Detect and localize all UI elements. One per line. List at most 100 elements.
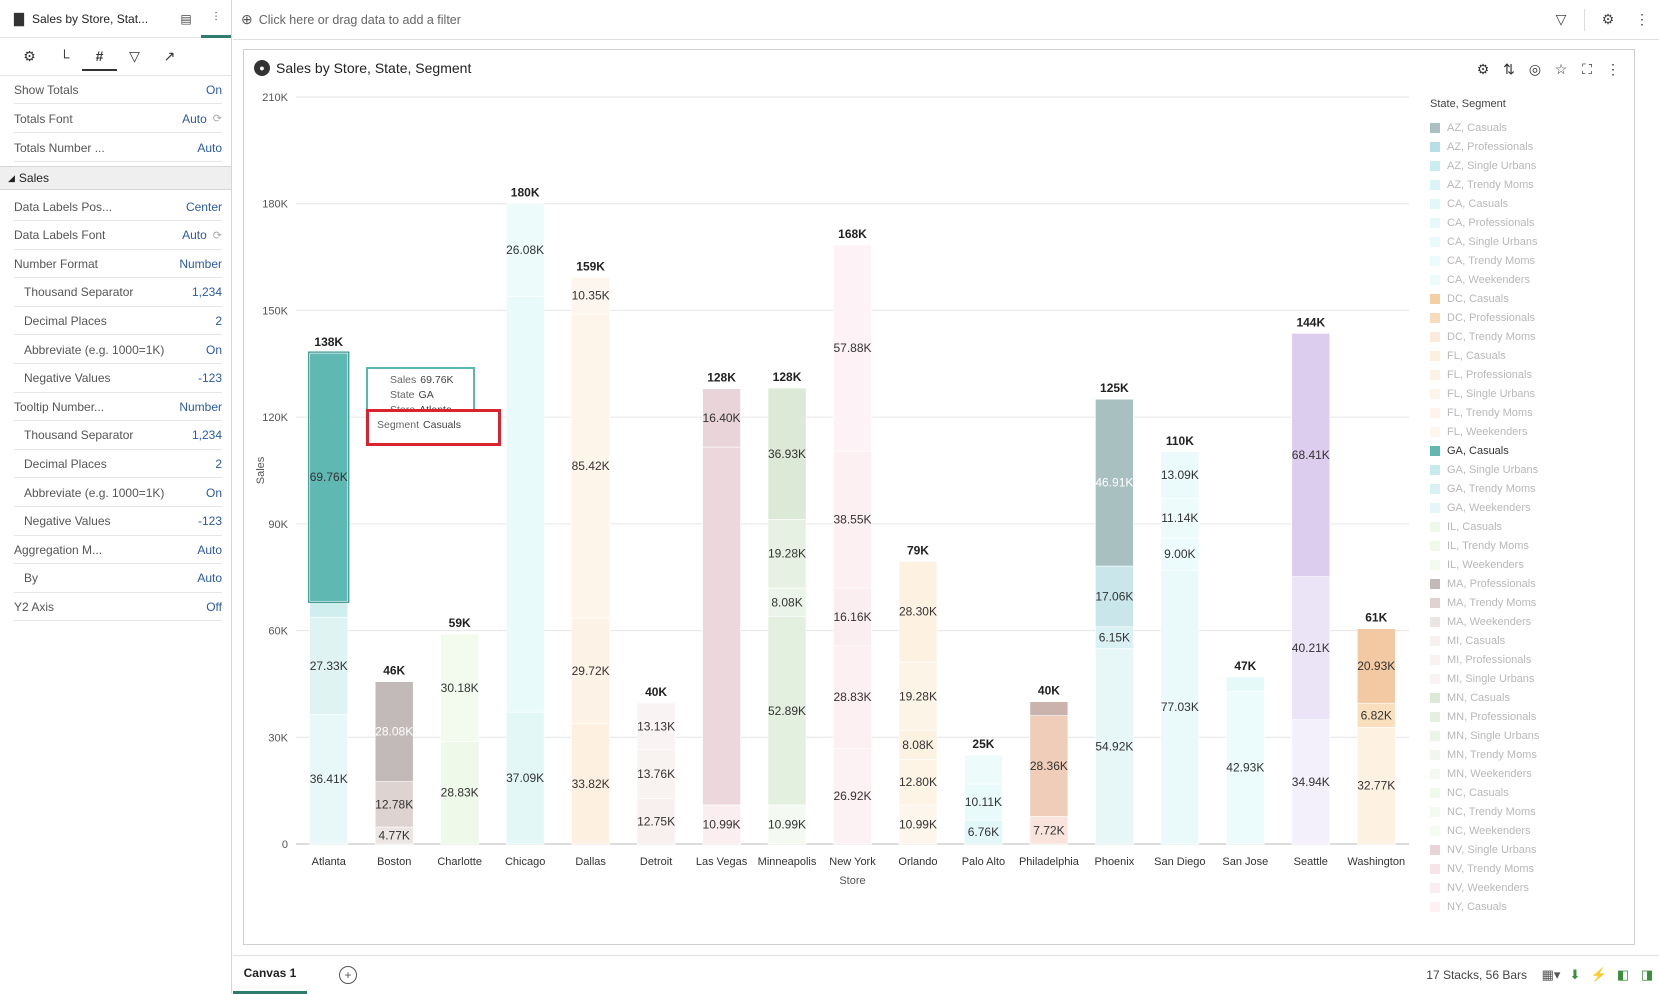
legend-item[interactable]: MI, Casuals [1430, 631, 1630, 650]
legend-item[interactable]: CA, Casuals [1430, 194, 1630, 213]
bar-segment[interactable] [571, 723, 610, 845]
legend-item[interactable]: GA, Weekenders [1430, 498, 1630, 517]
bar-segment[interactable] [374, 781, 414, 828]
bar-segment[interactable] [1356, 628, 1396, 704]
legend-item[interactable]: MA, Trendy Moms [1430, 593, 1630, 612]
bar-segment[interactable] [1160, 569, 1200, 845]
property-row[interactable]: Totals Font Auto ⟳ [14, 105, 222, 133]
property-row[interactable]: Data Labels Font Auto ⟳ [14, 222, 222, 250]
bar-segment[interactable] [1095, 565, 1134, 628]
property-row[interactable]: Tooltip Number... Number [14, 393, 222, 422]
legend-item[interactable]: FL, Professionals [1430, 365, 1630, 384]
property-row[interactable]: Abbreviate (e.g. 1000=1K) On [14, 479, 222, 507]
bar-segment[interactable] [833, 587, 872, 646]
legend-item[interactable]: MN, Casuals [1430, 688, 1630, 707]
property-row[interactable]: Abbreviate (e.g. 1000=1K) On [14, 336, 222, 364]
property-value[interactable]: On [205, 82, 222, 97]
legend-item[interactable]: NC, Weekenders [1430, 821, 1630, 840]
property-value[interactable]: Auto [182, 228, 207, 243]
bar-segment[interactable] [440, 741, 479, 845]
maximize-icon[interactable]: ⛶ [1582, 60, 1592, 77]
lightning-icon[interactable]: ⚡ [1590, 966, 1608, 982]
legend-item[interactable]: MI, Single Urbans [1430, 669, 1630, 688]
legend-item[interactable]: NC, Casuals [1430, 783, 1630, 802]
legend-item[interactable]: NV, Single Urbans [1430, 840, 1630, 859]
property-row[interactable]: Totals Number ... Auto [14, 134, 222, 162]
grid-view-icon[interactable]: ▦▾ [1541, 966, 1561, 982]
bar-segment[interactable] [1160, 498, 1200, 539]
add-canvas-icon[interactable]: + [339, 965, 357, 984]
tab-values[interactable]: # [82, 43, 117, 71]
property-row[interactable]: Negative Values -123 [14, 365, 222, 393]
pin-icon[interactable]: ⬇ [1569, 966, 1581, 982]
property-row[interactable]: Show Totals On [14, 76, 222, 104]
legend-item[interactable]: DC, Professionals [1430, 308, 1630, 327]
property-value[interactable]: 2 [215, 456, 222, 471]
legend-item[interactable]: FL, Single Urbans [1430, 384, 1630, 403]
bar-segment[interactable] [702, 446, 741, 806]
property-row[interactable]: Data Labels Pos... Center [14, 193, 222, 221]
properties-panel-icon[interactable]: ⫶ [201, 0, 231, 38]
legend-item[interactable]: AZ, Professionals [1430, 137, 1630, 156]
property-value[interactable]: On [205, 342, 222, 357]
legend-item[interactable]: FL, Casuals [1430, 346, 1630, 365]
panel-left-icon[interactable]: ◧ [1616, 966, 1630, 982]
bar-segment[interactable] [309, 616, 349, 715]
property-row[interactable]: Thousand Separator 1,234 [14, 279, 222, 307]
bar-segment[interactable] [571, 313, 610, 619]
bar-segment[interactable] [702, 804, 741, 845]
bar-segment[interactable] [309, 600, 349, 618]
property-value[interactable]: 1,234 [191, 428, 222, 443]
legend-item[interactable]: IL, Casuals [1430, 517, 1630, 536]
legend-item[interactable]: MN, Single Urbans [1430, 726, 1630, 745]
legend-item[interactable]: AZ, Trendy Moms [1430, 175, 1630, 194]
legend-item[interactable]: AZ, Single Urbans [1430, 156, 1630, 175]
legend-item[interactable]: GA, Trendy Moms [1430, 479, 1630, 498]
more-menu-icon[interactable]: ⋮ [1606, 60, 1620, 77]
property-value[interactable]: 1,234 [191, 285, 222, 300]
bar-segment[interactable] [1226, 690, 1265, 845]
explain-icon[interactable]: ☆ [1554, 60, 1568, 77]
bar-segment[interactable] [767, 387, 807, 520]
legend-item[interactable]: NV, Weekenders [1430, 878, 1630, 897]
section-header-sales[interactable]: ◢ Sales [0, 166, 231, 190]
bar-segment[interactable] [767, 587, 807, 618]
legend-item[interactable]: NC, Trendy Moms [1430, 802, 1630, 821]
sort-icon[interactable]: ⇅ [1503, 60, 1515, 77]
reset-icon[interactable]: ⟳ [212, 113, 222, 125]
legend-item[interactable]: MI, Professionals [1430, 650, 1630, 669]
property-row[interactable]: Decimal Places 2 [14, 450, 222, 479]
property-value[interactable]: Auto [197, 542, 222, 557]
legend-item[interactable]: MN, Professionals [1430, 707, 1630, 726]
property-value[interactable]: -123 [197, 514, 222, 529]
more-menu-icon[interactable]: ⋮ [1635, 11, 1649, 27]
legend-item[interactable]: MN, Weekenders [1430, 764, 1630, 783]
bar-segment[interactable] [505, 711, 545, 845]
bar-segment[interactable] [440, 633, 479, 742]
filter-icon[interactable]: ▽ [1555, 11, 1567, 27]
bar-segment[interactable] [309, 352, 349, 602]
property-value[interactable]: Off [206, 599, 222, 614]
bar-segment[interactable] [1029, 701, 1069, 716]
property-value[interactable]: Number [179, 256, 222, 271]
property-row[interactable]: By Auto [14, 565, 222, 593]
bar-segment[interactable] [1029, 816, 1069, 845]
bar-segment[interactable] [898, 730, 938, 760]
property-row[interactable]: Aggregation M... Auto [14, 536, 222, 565]
bar-segment[interactable] [964, 754, 1003, 785]
filter-input[interactable]: Click here or drag data to add a filter [258, 12, 461, 27]
bar-segment[interactable] [898, 561, 938, 663]
bar-segment[interactable] [1356, 727, 1396, 845]
legend-item[interactable]: NV, Trendy Moms [1430, 859, 1630, 878]
bar-segment[interactable] [636, 749, 676, 799]
bar-segment[interactable] [898, 804, 938, 845]
legend-item[interactable]: DC, Trendy Moms [1430, 327, 1630, 346]
property-value[interactable]: Auto [182, 111, 207, 126]
bar-segment[interactable] [1029, 715, 1069, 817]
canvas-tab[interactable]: Canvas 1 [233, 956, 307, 994]
panel-right-icon[interactable]: ◨ [1640, 966, 1654, 982]
stacked-bar-chart[interactable]: 0 30K 60K 90K 120K 150K 180K 210K Sales Store 36.4… [244, 50, 1434, 944]
bar-segment[interactable] [1291, 333, 1331, 577]
bar-segment[interactable] [636, 702, 676, 751]
bar-segment[interactable] [1160, 537, 1200, 571]
